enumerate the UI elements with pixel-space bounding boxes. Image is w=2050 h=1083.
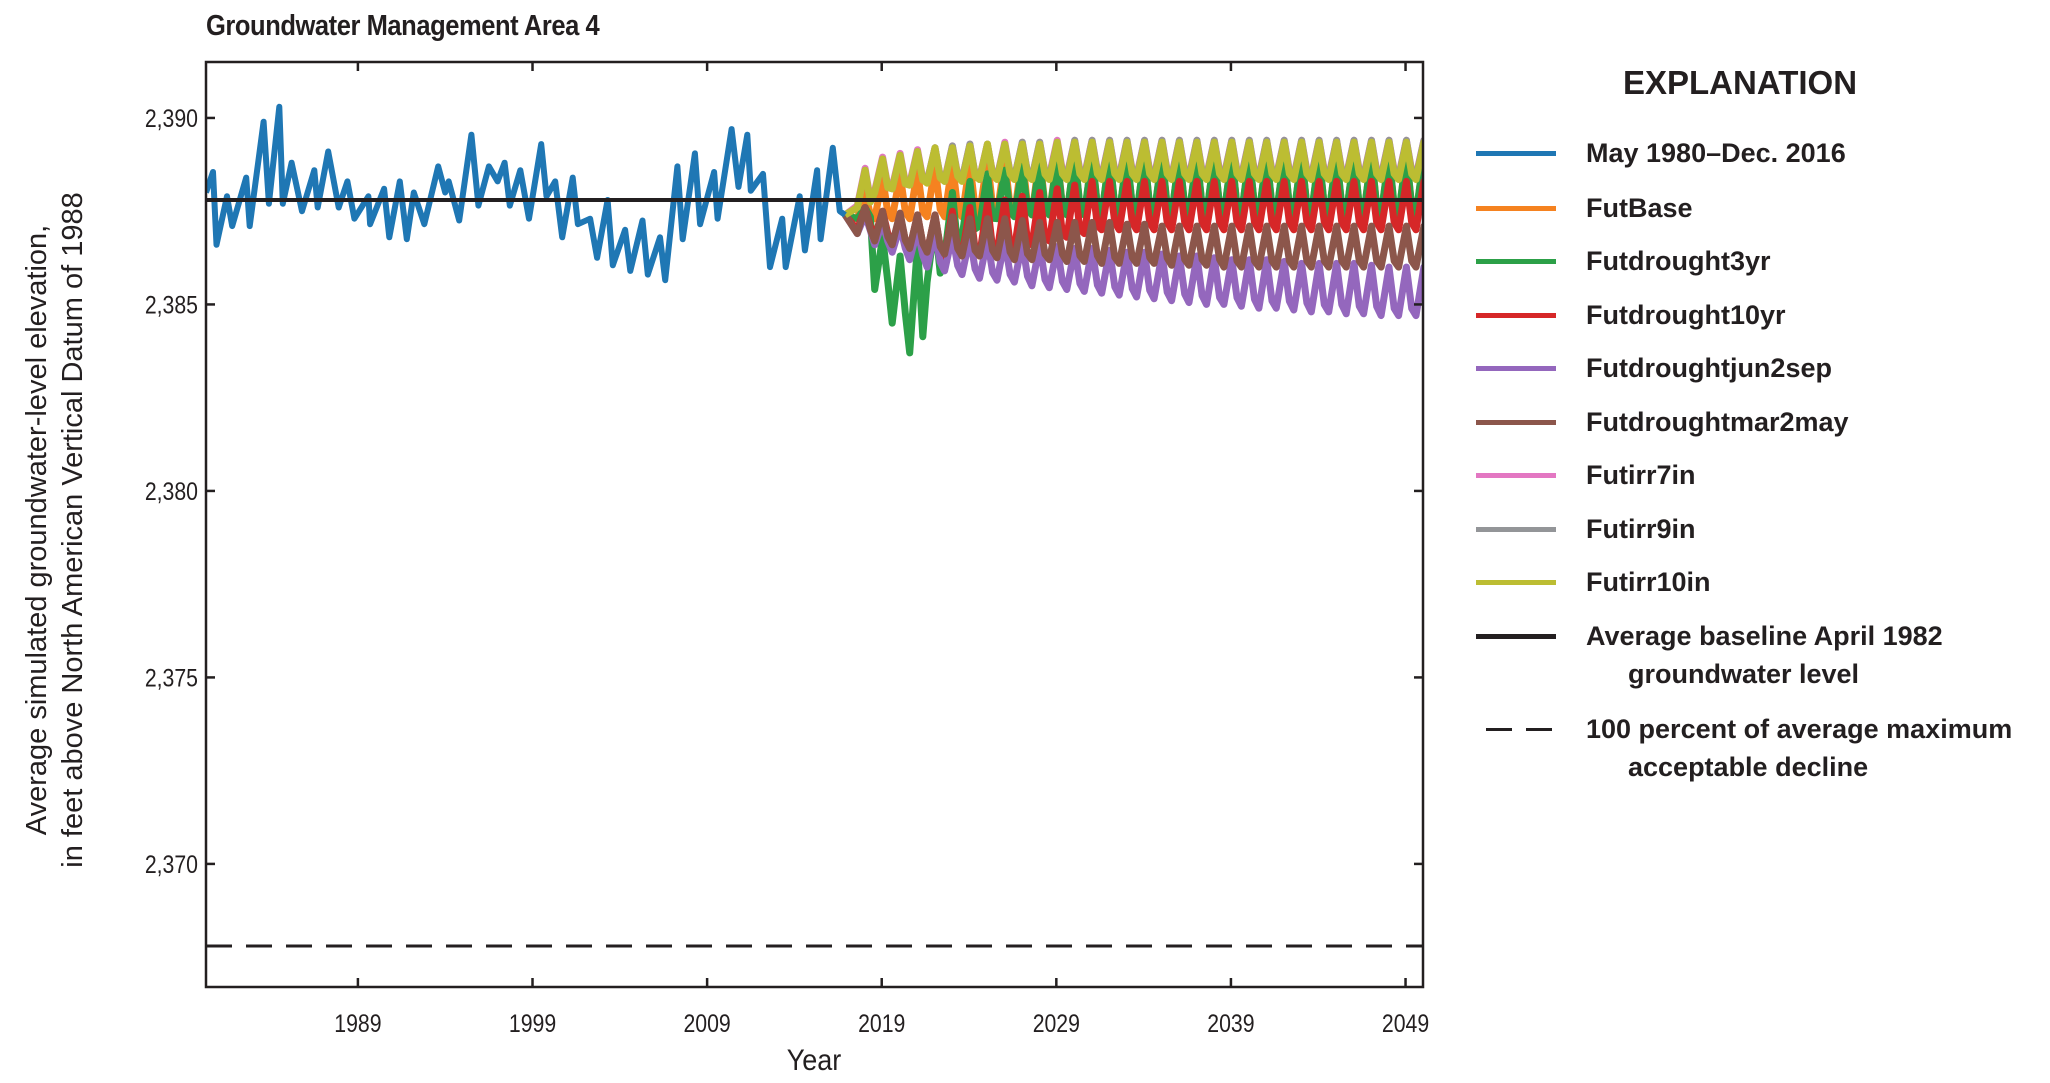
legend-swatch: [1476, 580, 1556, 585]
legend-label-line: Futirr7in: [1586, 460, 1696, 490]
y-tick-label-2375: 2,375: [145, 664, 198, 692]
legend-label-line: Futdroughtmar2may: [1586, 407, 1849, 437]
legend-label-line: Futdrought10yr: [1586, 300, 1786, 330]
legend-label-line: Futirr9in: [1586, 514, 1696, 544]
legend-label-line: Futdrought3yr: [1586, 246, 1771, 276]
x-tick-label-1999: 1999: [509, 1009, 556, 1037]
legend-swatch: [1476, 634, 1556, 639]
legend-label: Futdrought10yr: [1586, 296, 1786, 334]
x-axis-label: Year: [786, 1044, 842, 1077]
x-tick-label-2019: 2019: [858, 1009, 905, 1037]
legend-label: Futdroughtmar2may: [1586, 403, 1849, 441]
y-tick-label-2380: 2,380: [145, 477, 198, 505]
legend-swatch: [1476, 151, 1556, 156]
y-axis-label: Average simulated groundwater-level elev…: [19, 80, 91, 980]
legend-label-line: 100 percent of average maximum: [1586, 714, 2013, 744]
series-line-futdroughtjun2sep: [842, 211, 1423, 320]
legend-label: Futirr9in: [1586, 510, 1696, 548]
legend-label: FutBase: [1586, 189, 1693, 227]
legend-swatch: [1486, 728, 1552, 731]
plot-frame: [204, 60, 1425, 989]
legend-swatch: [1476, 420, 1556, 425]
legend-label: Futirr7in: [1586, 456, 1696, 494]
legend-label-line: FutBase: [1586, 193, 1693, 223]
legend-label: Futdrought3yr: [1586, 242, 1770, 280]
x-tick-label-2049: 2049: [1382, 1009, 1429, 1037]
y-tick-label-2385: 2,385: [145, 291, 198, 319]
series-line-historical: [206, 103, 847, 284]
legend-label-line: groundwater level: [1628, 659, 1860, 689]
legend-swatch: [1476, 366, 1556, 371]
legend-label: Futdroughtjun2sep: [1586, 349, 1832, 387]
legend-swatch: [1476, 313, 1556, 318]
legend-label-line: May 1980–Dec. 2016: [1586, 138, 1846, 168]
y-axis-label-line2: in feet above North American Vertical Da…: [57, 192, 89, 868]
legend-label-line: Futirr10in: [1586, 567, 1711, 597]
x-tick-label-2029: 2029: [1033, 1009, 1080, 1037]
legend-label-line: acceptable decline: [1628, 752, 1869, 782]
series-line-futdroughtmar2may: [842, 204, 1423, 271]
legend-label: May 1980–Dec. 2016: [1586, 134, 1846, 172]
series-line-futirr10in: [843, 138, 1423, 218]
x-tick-label-1989: 1989: [334, 1009, 381, 1037]
y-tick-label-2390: 2,390: [145, 104, 198, 132]
x-tick-label-2009: 2009: [683, 1009, 730, 1037]
y-axis-label-line1: Average simulated groundwater-level elev…: [21, 224, 53, 836]
y-tick-label-2370: 2,370: [145, 850, 198, 878]
legend-label: Futirr10in: [1586, 563, 1711, 601]
legend-swatch: [1476, 206, 1556, 211]
legend-title: EXPLANATION: [1622, 64, 1858, 101]
legend-label-line: Futdroughtjun2sep: [1586, 353, 1832, 383]
legend-label: Average baseline April 1982 groundwater l…: [1586, 617, 1943, 693]
legend-swatch: [1476, 259, 1556, 264]
chart-title: Groundwater Management Area 4: [206, 10, 600, 42]
legend-label-line: Average baseline April 1982: [1586, 621, 1943, 651]
x-tick-label-2039: 2039: [1207, 1009, 1254, 1037]
legend-label: 100 percent of average maximum acceptable…: [1586, 710, 2012, 786]
legend-swatch: [1476, 473, 1556, 478]
legend-swatch: [1476, 527, 1556, 532]
